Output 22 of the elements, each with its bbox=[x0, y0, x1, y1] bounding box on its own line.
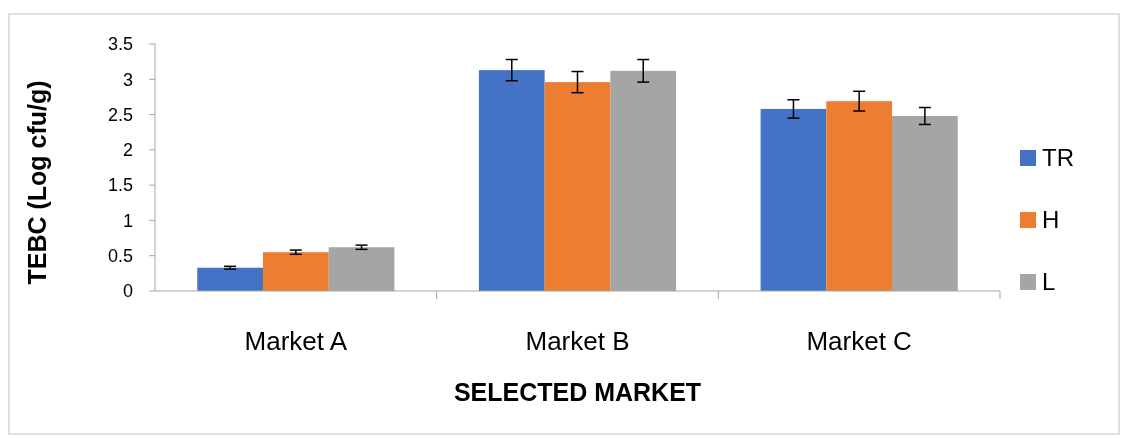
legend-label: TR bbox=[1042, 144, 1074, 172]
y-axis-title: TEBC (Log cfu/g) bbox=[23, 80, 51, 285]
bar bbox=[262, 252, 329, 291]
y-tick-label: 2.5 bbox=[107, 104, 133, 125]
x-axis-title: SELECTED MARKET bbox=[453, 378, 702, 406]
legend-label: L bbox=[1042, 268, 1056, 296]
x-tick-label: Market C bbox=[806, 326, 912, 356]
y-tick-label: 3.5 bbox=[107, 34, 133, 55]
bar bbox=[826, 101, 893, 291]
legend-label: H bbox=[1042, 206, 1060, 234]
bar bbox=[544, 82, 611, 291]
bar bbox=[197, 267, 263, 291]
x-tick-label: Market B bbox=[525, 326, 630, 356]
y-tick-label: 0 bbox=[122, 281, 133, 302]
y-tick-label: 1 bbox=[122, 210, 133, 231]
y-tick-label: 2 bbox=[122, 140, 133, 161]
y-tick-label: 0.5 bbox=[107, 246, 133, 267]
bar bbox=[760, 108, 827, 291]
y-tick-label: 3 bbox=[122, 69, 133, 90]
bar bbox=[478, 70, 545, 291]
y-tick-label: 1.5 bbox=[107, 175, 133, 196]
x-tick-label: Market A bbox=[244, 326, 348, 356]
